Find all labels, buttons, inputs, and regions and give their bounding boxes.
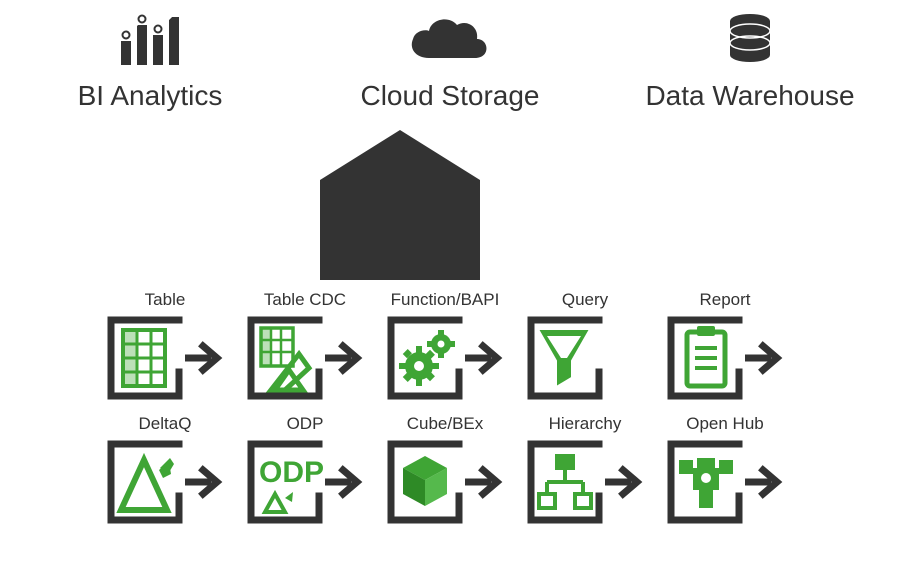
component-odp: ODP ODP — [235, 414, 375, 526]
component-label: Table CDC — [264, 290, 346, 310]
odp-icon: ODP — [245, 438, 365, 526]
deltaq-icon — [105, 438, 225, 526]
query-icon — [525, 314, 645, 402]
source-components-grid: Table Table CDC — [95, 290, 815, 538]
data-warehouse-label: Data Warehouse — [645, 80, 854, 112]
component-query: Query — [515, 290, 655, 402]
component-label: Open Hub — [686, 414, 764, 434]
component-cube-bex: Cube/BEx — [375, 414, 515, 526]
component-deltaq: DeltaQ — [95, 414, 235, 526]
open-hub-icon — [665, 438, 785, 526]
cube-bex-icon — [385, 438, 505, 526]
component-label: Cube/BEx — [407, 414, 484, 434]
cloud-storage-label: Cloud Storage — [360, 80, 539, 112]
component-hierarchy: Hierarchy — [515, 414, 655, 526]
top-destinations-row: BI Analytics Cloud Storage Data Warehous… — [0, 10, 900, 120]
database-icon — [725, 10, 775, 70]
bi-analytics-block: BI Analytics — [0, 10, 300, 112]
cloud-icon — [405, 10, 495, 70]
bi-analytics-label: BI Analytics — [78, 80, 223, 112]
component-label: Report — [699, 290, 750, 310]
table-cdc-icon — [245, 314, 365, 402]
component-label: Query — [562, 290, 608, 310]
component-label: DeltaQ — [139, 414, 192, 434]
component-table-cdc: Table CDC — [235, 290, 375, 402]
report-icon — [665, 314, 785, 402]
component-label: Function/BAPI — [391, 290, 500, 310]
component-label: ODP — [287, 414, 324, 434]
component-function-bapi: Function/BAPI — [375, 290, 515, 402]
component-report: Report — [655, 290, 795, 402]
table-icon — [105, 314, 225, 402]
component-label: Hierarchy — [549, 414, 622, 434]
function-bapi-icon — [385, 314, 505, 402]
bi-analytics-icon — [115, 10, 185, 70]
cloud-storage-block: Cloud Storage — [300, 10, 600, 112]
warehouse-shape-icon — [320, 130, 480, 280]
data-warehouse-block: Data Warehouse — [600, 10, 900, 112]
components-row-1: Table Table CDC — [95, 290, 815, 402]
components-row-2: DeltaQ ODP ODP — [95, 414, 815, 526]
component-table: Table — [95, 290, 235, 402]
component-open-hub: Open Hub — [655, 414, 795, 526]
hierarchy-icon — [525, 438, 645, 526]
svg-text:ODP: ODP — [259, 456, 324, 489]
component-label: Table — [145, 290, 186, 310]
